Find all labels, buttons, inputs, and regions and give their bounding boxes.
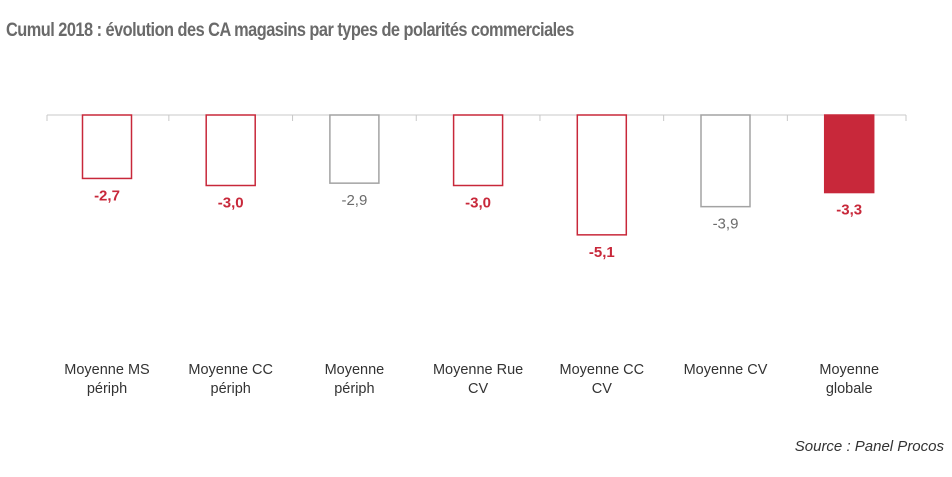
bar [205,114,256,187]
category-label: Moyenne CC [559,362,644,378]
category-label: Moyenne [819,362,879,378]
bar [823,114,875,194]
category-label: Moyenne Rue [433,362,523,378]
category-label: périph [87,381,127,397]
data-label: -3,0 [218,195,244,212]
bar [329,114,380,184]
category-label: Moyenne MS [64,362,149,378]
category-label: Moyenne CV [684,362,768,378]
bar [81,114,133,180]
bar [576,114,628,236]
category-label: CV [468,381,488,397]
category-label: périph [334,381,374,397]
data-label: -3,9 [713,216,739,233]
bar [700,114,751,208]
category-label: globale [826,381,873,397]
data-label: -3,0 [465,195,491,212]
category-label: CV [592,381,612,397]
data-label: -3,3 [836,202,862,219]
category-label: périph [211,381,251,397]
bar [452,114,504,187]
data-label: -5,1 [589,244,615,261]
data-label: -2,9 [341,192,367,209]
source-note: Source : Panel Procos [794,438,944,455]
chart-title: Cumul 2018 : évolution des CA magasins p… [6,20,574,41]
category-label: Moyenne CC [188,362,273,378]
data-label: -2,7 [94,187,120,204]
category-label: Moyenne [325,362,385,378]
